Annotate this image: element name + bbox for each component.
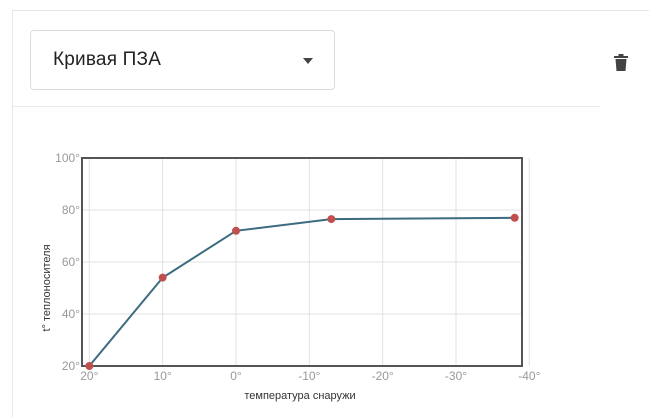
y-tick-label: 20° (62, 359, 80, 373)
x-tick-label: -30° (445, 369, 467, 383)
x-axis-label: температура снаружи (244, 390, 355, 402)
x-tick-label: 0° (230, 369, 242, 383)
series-points (85, 213, 519, 370)
series-line (88, 216, 515, 367)
heating-curve-chart: 20° 10° 0° -10° -20° -30° -40° 20° 40° 60° 80° 100… (41, 151, 541, 402)
y-tick-label: 40° (62, 307, 80, 321)
y-tick-label: 100° (55, 151, 80, 165)
curve-select-value: Кривая ПЗА (53, 49, 162, 70)
x-tick-labels: 20° 10° 0° -10° -20° -30° -40° (80, 369, 540, 383)
data-point[interactable] (158, 273, 167, 282)
data-point[interactable] (232, 226, 240, 235)
plot-frame (81, 157, 523, 367)
header-divider (12, 106, 600, 107)
y-tick-labels: 20° 40° 60° 80° 100° (55, 151, 80, 373)
y-axis-label: t° теплоносителя (41, 244, 53, 331)
data-point[interactable] (327, 215, 336, 224)
curve-select[interactable]: Кривая ПЗА (30, 30, 335, 90)
data-point[interactable] (510, 213, 519, 222)
data-point[interactable] (85, 362, 94, 370)
y-tick-label: 60° (62, 255, 80, 269)
x-tick-label: -10° (298, 369, 320, 383)
y-tick-label: 80° (62, 203, 80, 217)
x-tick-label: 20° (80, 369, 98, 383)
trash-icon[interactable] (613, 54, 629, 72)
x-tick-label: 10° (154, 369, 172, 383)
chart-grid (82, 157, 530, 367)
chevron-down-icon (303, 58, 313, 64)
x-tick-label: -40° (518, 369, 540, 383)
x-tick-label: -20° (372, 369, 394, 383)
